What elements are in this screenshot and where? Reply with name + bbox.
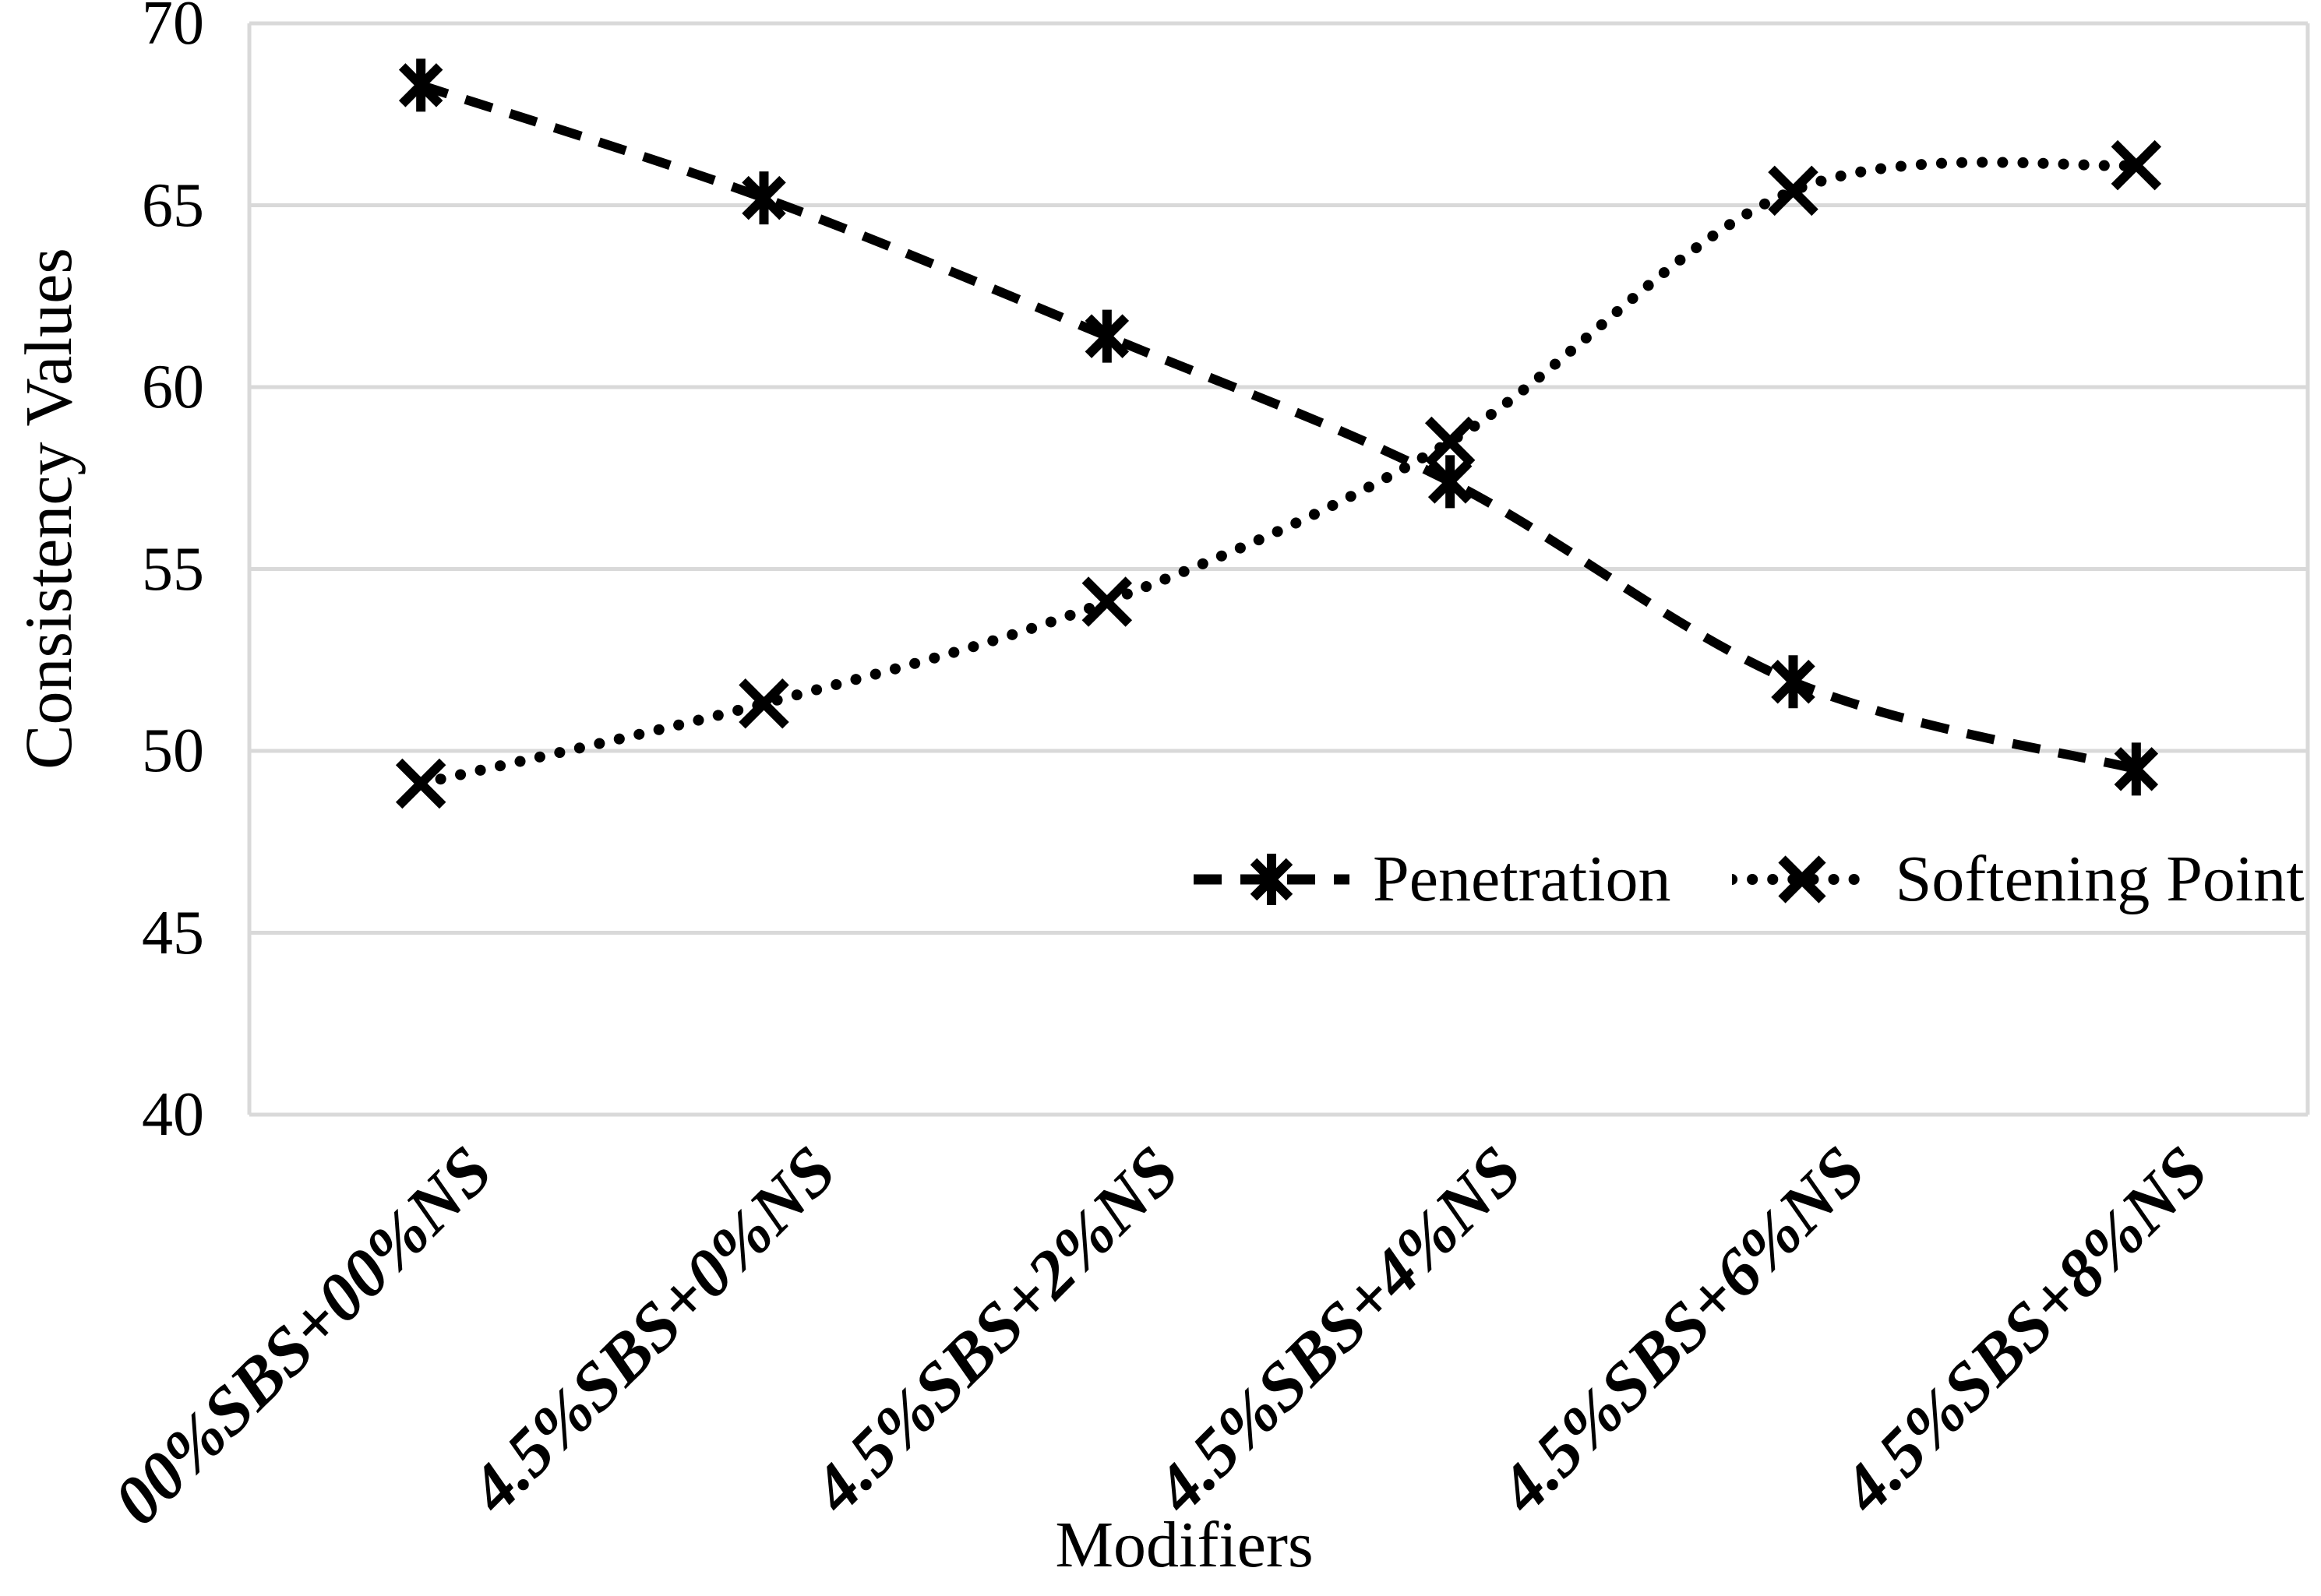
- x-axis-title: Modifiers: [1055, 1509, 1314, 1581]
- softening-point-marker: [1768, 165, 1818, 217]
- penetration-marker: [1427, 455, 1473, 509]
- asterisk-icon: [1250, 854, 1293, 905]
- softening-point-marker: [395, 758, 446, 809]
- y-tick-label: 40: [142, 1080, 204, 1149]
- softening-point-legend-sample: [1731, 855, 1872, 904]
- softening-point-line: [415, 157, 2142, 790]
- legend-label-softening-point: Softening Point: [1895, 843, 2305, 915]
- penetration-marker: [2114, 742, 2159, 796]
- penetration-marker: [742, 171, 786, 225]
- y-tick-label: 55: [142, 534, 204, 604]
- y-tick-label: 50: [142, 717, 204, 785]
- penetration-marker: [1771, 655, 1815, 709]
- softening-point-marker: [1424, 416, 1476, 467]
- legend-label-penetration: Penetration: [1373, 843, 1671, 915]
- y-tick-label: 65: [142, 171, 204, 240]
- y-tick-label: 45: [142, 898, 204, 967]
- penetration-legend-sample: [1194, 854, 1349, 905]
- y-axis-title: Consistency Values: [11, 248, 86, 770]
- x-marker-icon: [1777, 855, 1826, 904]
- softening-point-marker: [1081, 576, 1133, 627]
- y-tick-label: 60: [142, 353, 204, 421]
- penetration-marker: [1085, 309, 1130, 363]
- penetration-marker: [398, 58, 443, 112]
- y-tick-label: 70: [142, 0, 204, 58]
- softening-point-marker: [2111, 139, 2162, 191]
- legend: Penetration Softening Point: [1194, 832, 2305, 927]
- penetration-line: [419, 80, 2138, 774]
- softening-point-marker: [739, 678, 789, 729]
